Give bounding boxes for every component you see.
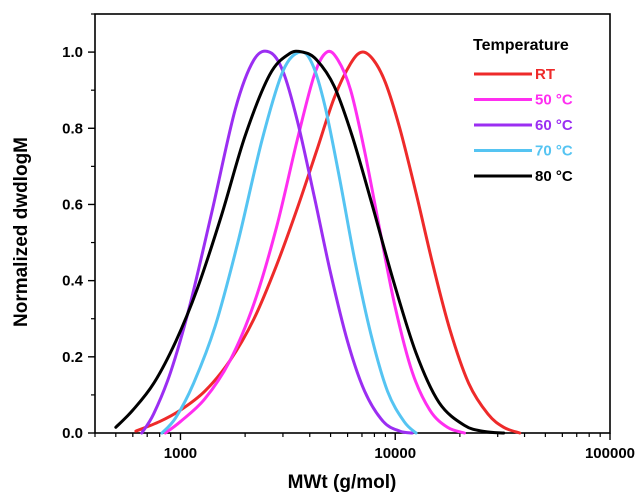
- series-line-70-c: [160, 50, 418, 435]
- x-tick-label: 1000: [164, 445, 197, 462]
- y-axis-label: Normalized dwdlogM: [11, 137, 32, 327]
- legend-label-80-c: 80 °C: [535, 168, 573, 185]
- legend-label-50-c: 50 °C: [535, 92, 573, 109]
- axis-ticks: 0.0 0.2 0.4 0.6 0.8 1.0 1000 10000 100000: [62, 13, 635, 462]
- series-line-60-c: [140, 49, 414, 435]
- y-tick-label: 1.0: [62, 44, 83, 61]
- legend: Temperature RT 50 °C 60 °C 70 °C 80 °C: [473, 37, 573, 185]
- legend-label-60-c: 60 °C: [535, 117, 573, 134]
- y-tick-label: 0.8: [62, 120, 83, 137]
- series-line-rt: [134, 50, 522, 435]
- legend-title: Temperature: [473, 37, 569, 54]
- plot-frame: [94, 13, 611, 434]
- series-lines: [114, 49, 522, 435]
- plot-area: [94, 13, 611, 434]
- x-tick-label: 10000: [374, 445, 416, 462]
- y-tick-label: 0.2: [62, 349, 83, 366]
- legend-label-rt: RT: [535, 66, 555, 83]
- y-tick-label: 0.4: [62, 273, 84, 290]
- legend-label-70-c: 70 °C: [535, 143, 573, 160]
- x-axis-label: MWt (g/mol): [288, 472, 397, 493]
- series-line-50-c: [163, 49, 466, 435]
- y-tick-label: 0.6: [62, 196, 83, 213]
- series-line-80-c: [114, 49, 506, 435]
- x-tick-label: 100000: [585, 445, 635, 462]
- y-tick-label: 0.0: [62, 425, 83, 442]
